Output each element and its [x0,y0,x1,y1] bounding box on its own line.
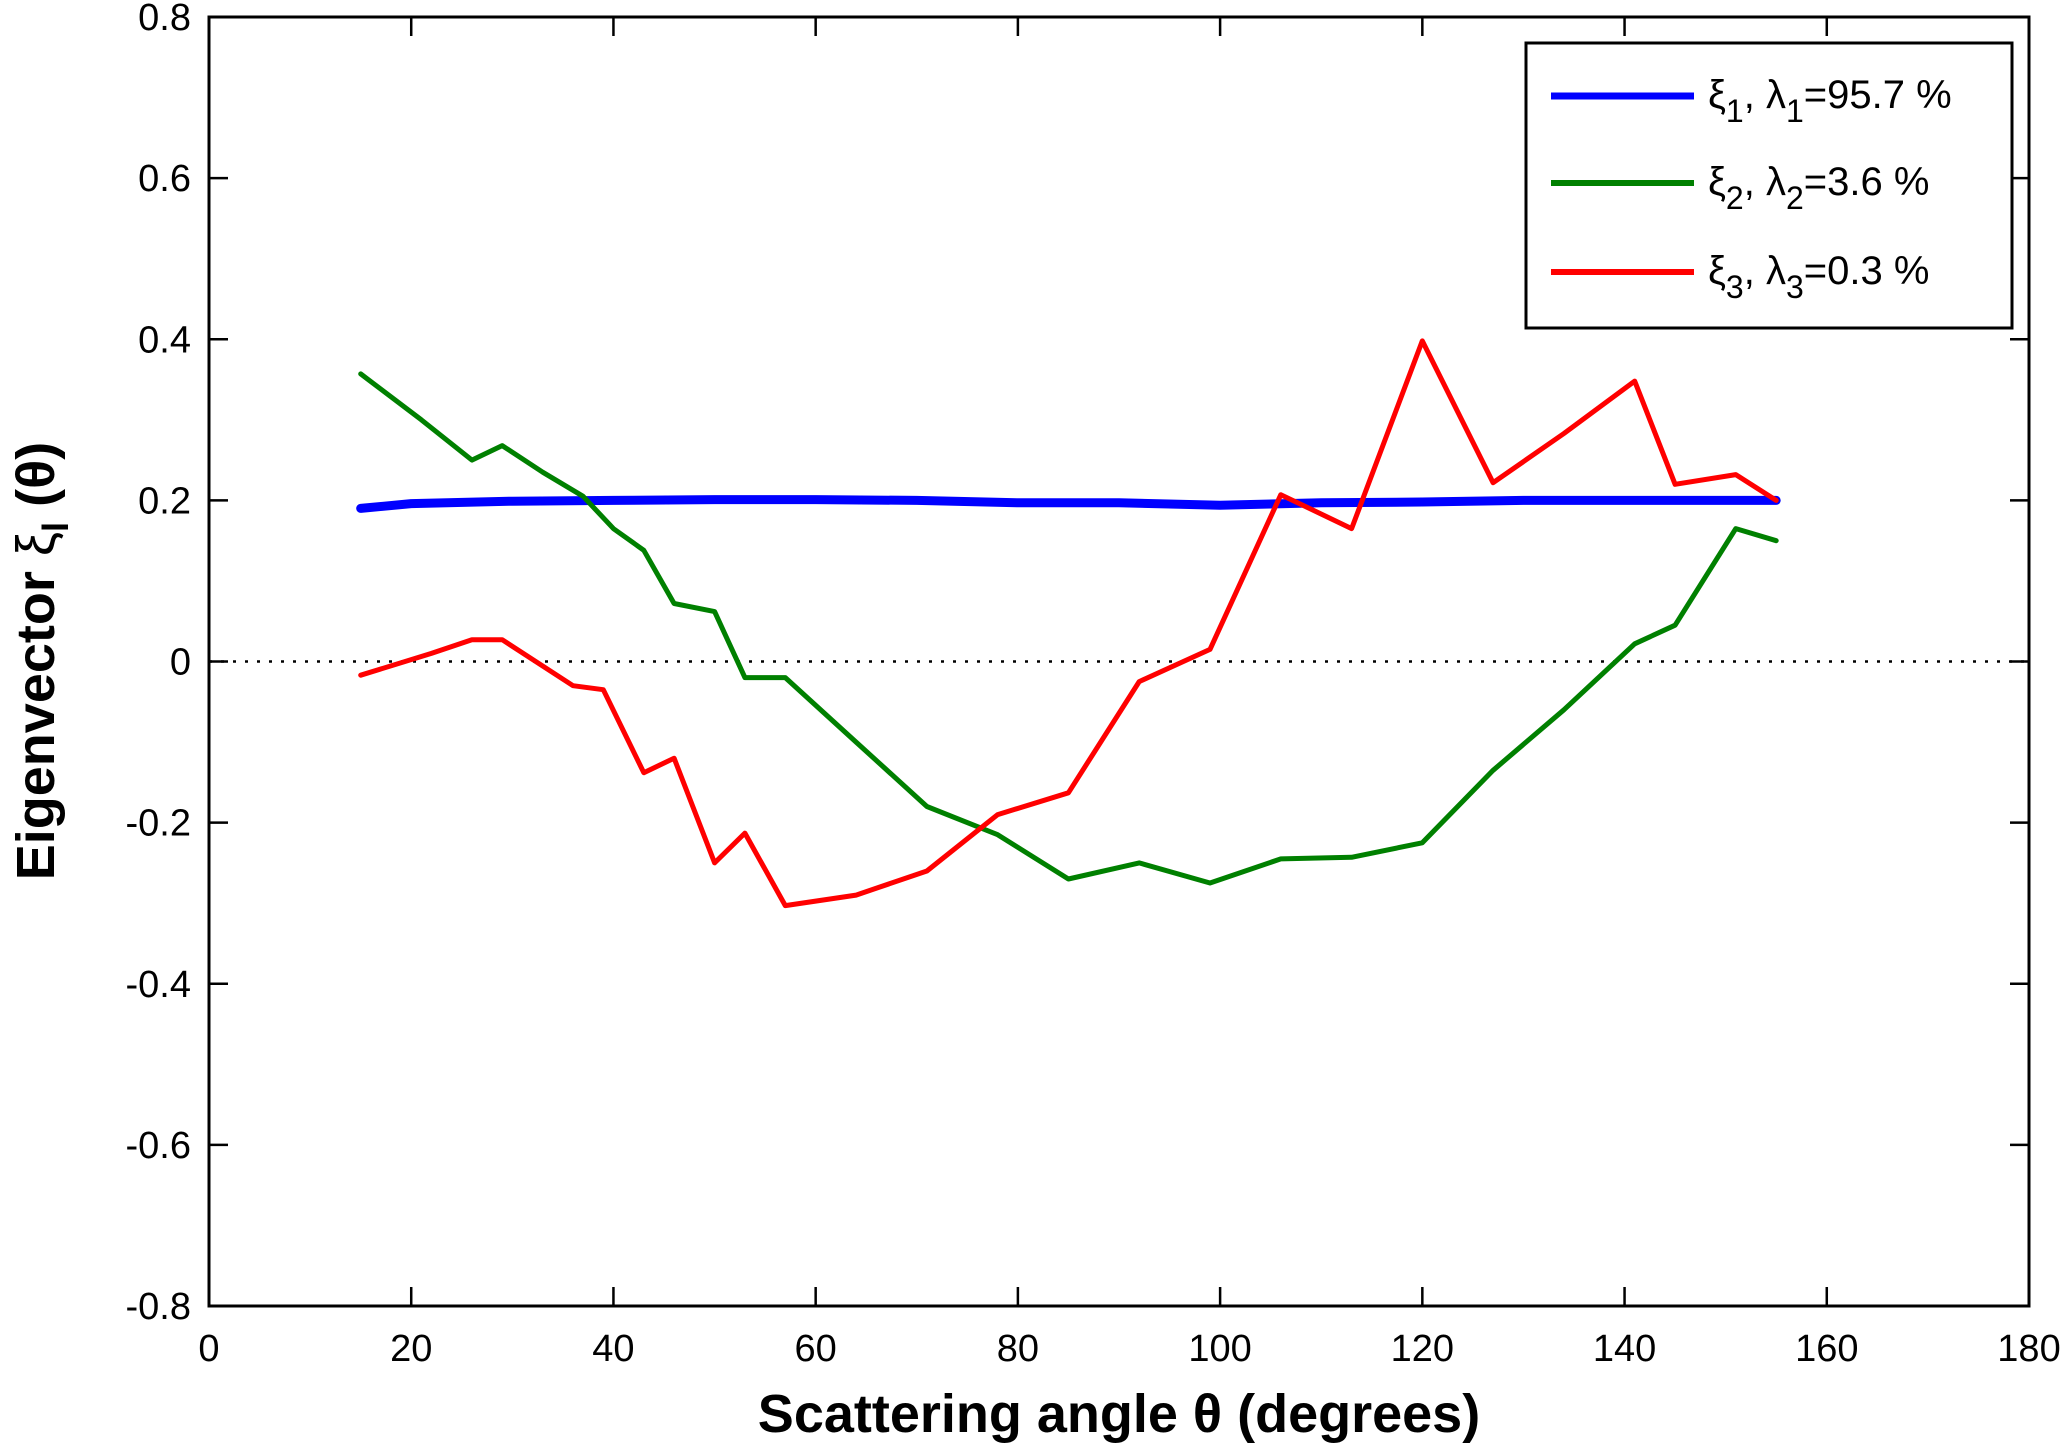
x-tick-label: 180 [1997,1328,2060,1370]
series-layer [356,338,1781,909]
legend-label-part: , λ [1744,249,1786,293]
legend-label-3: ξ3, λ3=0.3 % [1708,249,1929,305]
y-tick-label: -0.2 [126,803,191,845]
x-tick-labels: 0 20 40 60 80 100 120 140 160 180 [198,1328,2060,1370]
series-line-1 [356,495,1781,513]
x-tick-label: 140 [1593,1328,1656,1370]
legend: ξ1, λ1=95.7 %ξ2, λ2=3.6 %ξ3, λ3=0.3 % [1524,41,2014,330]
legend-label-part: =95.7 % [1804,73,1952,117]
legend-label-part: ξ [1708,73,1726,117]
legend-label-part: 2 [1726,180,1744,216]
y-tick-label: 0.6 [138,158,191,200]
legend-label-part: 2 [1786,180,1804,216]
legend-label-2: ξ2, λ2=3.6 % [1708,160,1929,216]
legend-label-part: 1 [1786,93,1804,129]
series-line-3 [358,338,1779,909]
y-tick-label: 0.2 [138,480,191,522]
y-tick-labels: -0.8 -0.6 -0.4 -0.2 0 0.2 0.4 0.6 0.8 [126,0,191,1328]
y-tick-label: -0.6 [126,1125,191,1167]
legend-label-part: 3 [1726,269,1744,305]
x-tick-label: 40 [592,1328,634,1370]
legend-items: ξ1, λ1=95.7 %ξ2, λ2=3.6 %ξ3, λ3=0.3 % [1551,73,1952,305]
y-axis-title: Eigenvector ξl (θ) [6,442,76,880]
series-line-2 [358,371,1779,886]
y-tick-label: -0.8 [126,1286,191,1328]
y-axis-title-subscript: l [35,522,76,532]
ticks-layer [207,15,2031,1308]
y-axis-title-symbol: ξ [6,532,66,556]
y-tick-label: 0 [170,642,191,684]
x-tick-label: 0 [198,1328,219,1370]
x-tick-label: 100 [1188,1328,1251,1370]
x-tick-label: 120 [1391,1328,1454,1370]
legend-label-part: , λ [1744,73,1786,117]
y-tick-label: 0.8 [138,0,191,39]
legend-label-part: =3.6 % [1804,160,1930,204]
y-tick-label: -0.4 [126,964,191,1006]
legend-label-part: 1 [1726,93,1744,129]
legend-label-1: ξ1, λ1=95.7 % [1708,73,1952,129]
y-axis-title-main: Eigenvector [6,556,66,880]
x-tick-label: 160 [1795,1328,1858,1370]
legend-label-part: , λ [1744,160,1786,204]
legend-label-part: ξ [1708,160,1726,204]
x-tick-label: 20 [390,1328,432,1370]
legend-label-part: =0.3 % [1804,249,1930,293]
legend-label-part: 3 [1786,269,1804,305]
x-tick-label: 80 [997,1328,1039,1370]
x-axis-title: Scattering angle θ (degrees) [758,1384,1480,1444]
y-axis-title-tail: (θ) [6,442,66,522]
legend-label-part: ξ [1708,249,1726,293]
x-tick-label: 60 [795,1328,837,1370]
y-tick-label: 0.4 [138,319,191,361]
